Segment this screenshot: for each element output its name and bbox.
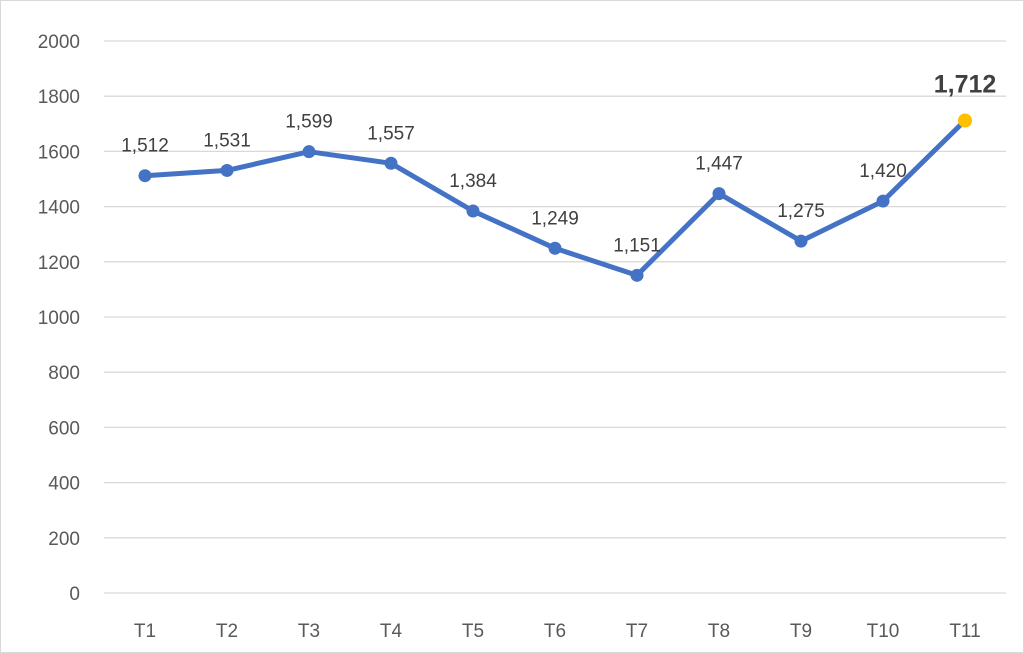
y-tick-label: 200 [48, 529, 80, 550]
x-tick-label: T8 [708, 621, 730, 642]
data-point [630, 268, 644, 282]
x-tick-label: T1 [134, 621, 156, 642]
y-tick-label: 1800 [38, 87, 80, 108]
y-tick-label: 1000 [38, 308, 80, 329]
data-label: 1,557 [367, 123, 415, 144]
y-tick-label: 1200 [38, 253, 80, 274]
data-label: 1,512 [121, 136, 169, 157]
data-point-highlight [958, 113, 972, 128]
data-point [220, 163, 234, 177]
data-label: 1,275 [777, 201, 825, 222]
x-tick-label: T4 [380, 621, 403, 642]
data-point [548, 241, 562, 255]
x-tick-label: T10 [867, 621, 900, 642]
data-label: 1,599 [285, 112, 333, 133]
data-point [794, 234, 808, 248]
data-point [712, 187, 726, 201]
data-label-highlight: 1,712 [934, 70, 997, 98]
data-point [302, 145, 316, 159]
gridlines [104, 40, 1006, 594]
x-tick-label: T2 [216, 621, 238, 642]
data-point [876, 194, 890, 208]
y-axis-ticks: 0 200 400 600 800 1000 1200 1400 1600 1800 2000 [38, 32, 80, 605]
data-label: 1,249 [531, 208, 579, 229]
x-axis-ticks: T1 T2 T3 T4 T5 T6 T7 T8 T9 T10 T11 [134, 621, 981, 642]
x-tick-label: T9 [790, 621, 812, 642]
y-tick-label: 0 [69, 584, 80, 605]
data-point [384, 156, 398, 170]
data-point [138, 169, 152, 183]
x-tick-label: T7 [626, 621, 648, 642]
data-label: 1,420 [859, 161, 907, 182]
x-tick-label: T6 [544, 621, 566, 642]
data-points [138, 113, 972, 282]
x-tick-label: T3 [298, 621, 320, 642]
data-label: 1,531 [203, 130, 251, 151]
y-tick-label: 400 [48, 474, 80, 495]
data-label: 1,384 [449, 171, 497, 192]
x-tick-label: T5 [462, 621, 484, 642]
y-tick-label: 600 [48, 418, 80, 439]
data-labels: 1,512 1,531 1,599 1,557 1,384 1,249 1,151 1,447… [121, 70, 996, 256]
x-tick-label: T11 [949, 621, 980, 642]
y-tick-label: 1600 [38, 142, 80, 163]
data-label: 1,151 [613, 235, 661, 256]
y-tick-label: 2000 [38, 32, 80, 53]
data-point [466, 204, 480, 218]
y-tick-label: 800 [48, 363, 80, 384]
data-label: 1,447 [695, 154, 743, 175]
y-tick-label: 1400 [38, 198, 80, 219]
